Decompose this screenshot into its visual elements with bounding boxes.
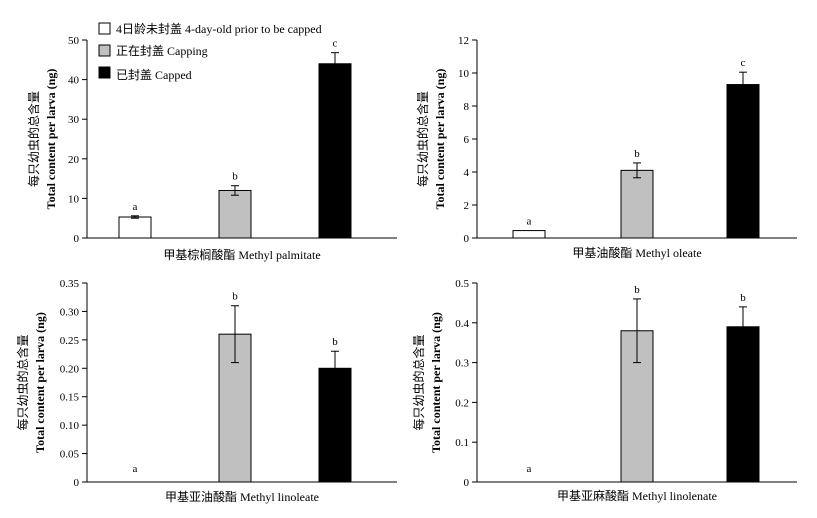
bar-capped [318,367,352,483]
significance-letter: b [232,171,238,183]
significance-letter: a [133,201,138,213]
y-tick-label: 0.4 [455,318,469,330]
y-axis-label-en: Total content per larva (ng) [429,312,443,453]
significance-letter: a [527,463,532,475]
chart-panel-2: 0 2 4 6 8 10 12 a b c 甲基油酸酯 Methyl oleate 每只幼虫的总含量 T… [415,35,797,260]
x-axis-label: 甲基亚油酸酯 Methyl linoleate [165,489,319,504]
y-tick-label: 12 [458,35,469,47]
y-tick-label: 0.35 [60,278,80,290]
bar-capped [318,63,352,239]
y-tick-label: 0 [464,233,470,245]
x-axis-label: 甲基油酸酯 Methyl oleate [572,245,701,260]
significance-letter: a [133,463,138,475]
legend: 4日龄未封盖 4-day-old prior to be capped 正在封盖… [98,22,322,82]
y-axis-label-en: Total content per larva (ng) [33,312,47,453]
bar-uncapped [118,216,152,239]
legend-label-capped: 已封盖 Capped [116,68,192,82]
significance-letter: b [232,291,238,303]
y-axis-label-en: Total content per larva (ng) [433,69,447,210]
x-axis-label: 甲基亚麻酸酯 Methyl linolenate [557,488,717,503]
bar-uncapped [512,230,546,239]
significance-letter: b [332,336,338,348]
bar-capping [620,169,654,239]
y-tick-label: 0.1 [455,437,469,449]
y-tick-label: 40 [68,75,80,87]
y-tick-label: 0.25 [60,335,80,347]
legend-swatch-capped [98,66,111,79]
y-tick-label: 0.30 [60,306,80,318]
bar-capping [218,189,252,239]
y-tick-label: 0.3 [455,358,469,370]
chart-panel-4: 0 0.1 0.2 0.3 0.4 0.5 a b b 甲基亚麻酸酯 Methyl linolen… [411,278,797,503]
significance-letter: c [741,57,746,69]
x-axis-label: 甲基棕榈酸酯 Methyl palmitate [163,247,320,262]
y-tick-label: 30 [68,114,80,126]
legend-label-capping: 正在封盖 Capping [116,44,208,58]
y-tick-label: 0.20 [60,363,80,375]
y-tick-label: 0 [464,477,470,489]
y-tick-label: 50 [68,35,80,47]
y-tick-label: 0 [74,477,80,489]
y-axis-label-en: Total content per larva (ng) [44,69,58,210]
y-axis-label-cn: 每只幼虫的总含量 [411,334,426,430]
significance-letter: b [740,292,746,304]
significance-letter: b [634,148,640,160]
y-tick-label: 10 [458,68,470,80]
y-axis-label-cn: 每只幼虫的总含量 [26,91,41,187]
significance-letter: c [333,38,338,50]
y-tick-label: 0.5 [455,278,469,290]
y-tick-label: 8 [464,101,470,113]
legend-swatch-uncapped [98,22,111,35]
chart-panel-1: 0 10 20 30 40 50 a b c 甲基棕榈酸酯 Methyl palmitate 每只幼… [26,35,397,262]
y-tick-label: 6 [464,134,470,146]
y-tick-label: 2 [464,200,470,212]
bar-capped [726,326,760,483]
legend-label-uncapped: 4日龄未封盖 4-day-old prior to be capped [116,22,322,36]
significance-letter: a [527,216,532,228]
bar-capped [726,84,760,239]
y-tick-label: 0.2 [455,397,469,409]
chart-panel-3: 0 0.05 0.10 0.15 0.20 0.25 0.30 0.35 a b b 甲基亚油酸酯 M… [15,278,397,504]
legend-swatch-capping [98,44,111,57]
y-tick-label: 4 [464,167,470,179]
y-tick-label: 0.10 [60,420,80,432]
y-axis-label-cn: 每只幼虫的总含量 [15,334,30,430]
y-axis-label-cn: 每只幼虫的总含量 [415,91,430,187]
y-tick-label: 0.15 [60,392,80,404]
significance-letter: b [634,284,640,296]
y-tick-label: 0 [74,233,80,245]
y-tick-label: 10 [68,193,80,205]
y-tick-label: 0.05 [60,449,80,461]
y-tick-label: 20 [68,154,80,166]
